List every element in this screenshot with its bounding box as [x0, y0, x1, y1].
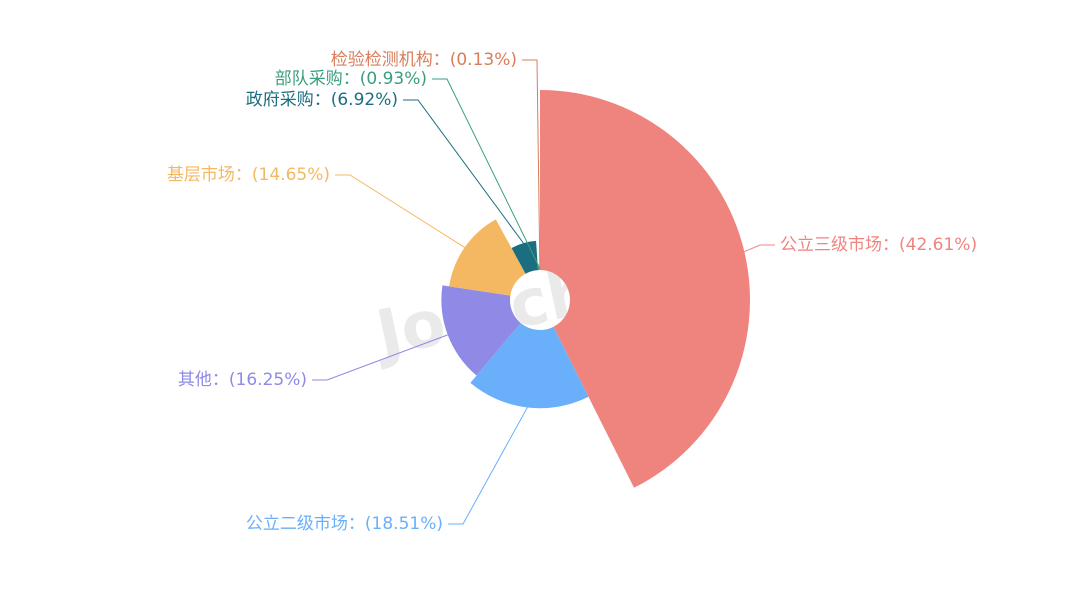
leader-line [403, 99, 524, 244]
leader-line [335, 174, 465, 248]
slice-name: 检验检测机构： [331, 50, 450, 70]
rose-sector [540, 89, 751, 488]
slice-label: 部队采购：(0.93%) [275, 69, 427, 89]
slice-value: (0.13%) [450, 50, 517, 70]
slice-label: 政府采购：(6.92%) [246, 90, 398, 110]
slice-value: (18.51%) [365, 514, 443, 534]
slice-label: 公立二级市场：(18.51%) [246, 514, 443, 534]
slice-name: 部队采购： [275, 69, 360, 89]
slice-value: (42.61%) [899, 235, 977, 255]
slice-name: 基层市场： [167, 165, 252, 185]
slice-value: (6.92%) [331, 90, 398, 110]
slice-name: 政府采购： [246, 90, 331, 110]
rose-sector [537, 266, 540, 271]
leader-line [432, 78, 540, 267]
slice-value: (16.25%) [229, 370, 307, 390]
slice-label: 基层市场：(14.65%) [167, 165, 330, 185]
slice-label: 检验检测机构：(0.13%) [331, 50, 517, 70]
rose-sector [470, 322, 589, 409]
slice-label: 其他：(16.25%) [178, 370, 307, 390]
rose-sector [511, 240, 539, 274]
slice-value: (0.93%) [360, 69, 427, 89]
leader-line [448, 407, 528, 525]
slice-name: 公立三级市场： [780, 235, 899, 255]
slice-name: 公立二级市场： [246, 514, 365, 534]
slice-name: 其他： [178, 370, 229, 390]
leader-line [312, 334, 448, 381]
slice-value: (14.65%) [252, 165, 330, 185]
rose-sector [449, 219, 526, 296]
leader-line [744, 244, 775, 253]
rose-sector [441, 285, 521, 376]
leader-line [522, 59, 541, 270]
slice-label: 公立三级市场：(42.61%) [780, 235, 977, 255]
